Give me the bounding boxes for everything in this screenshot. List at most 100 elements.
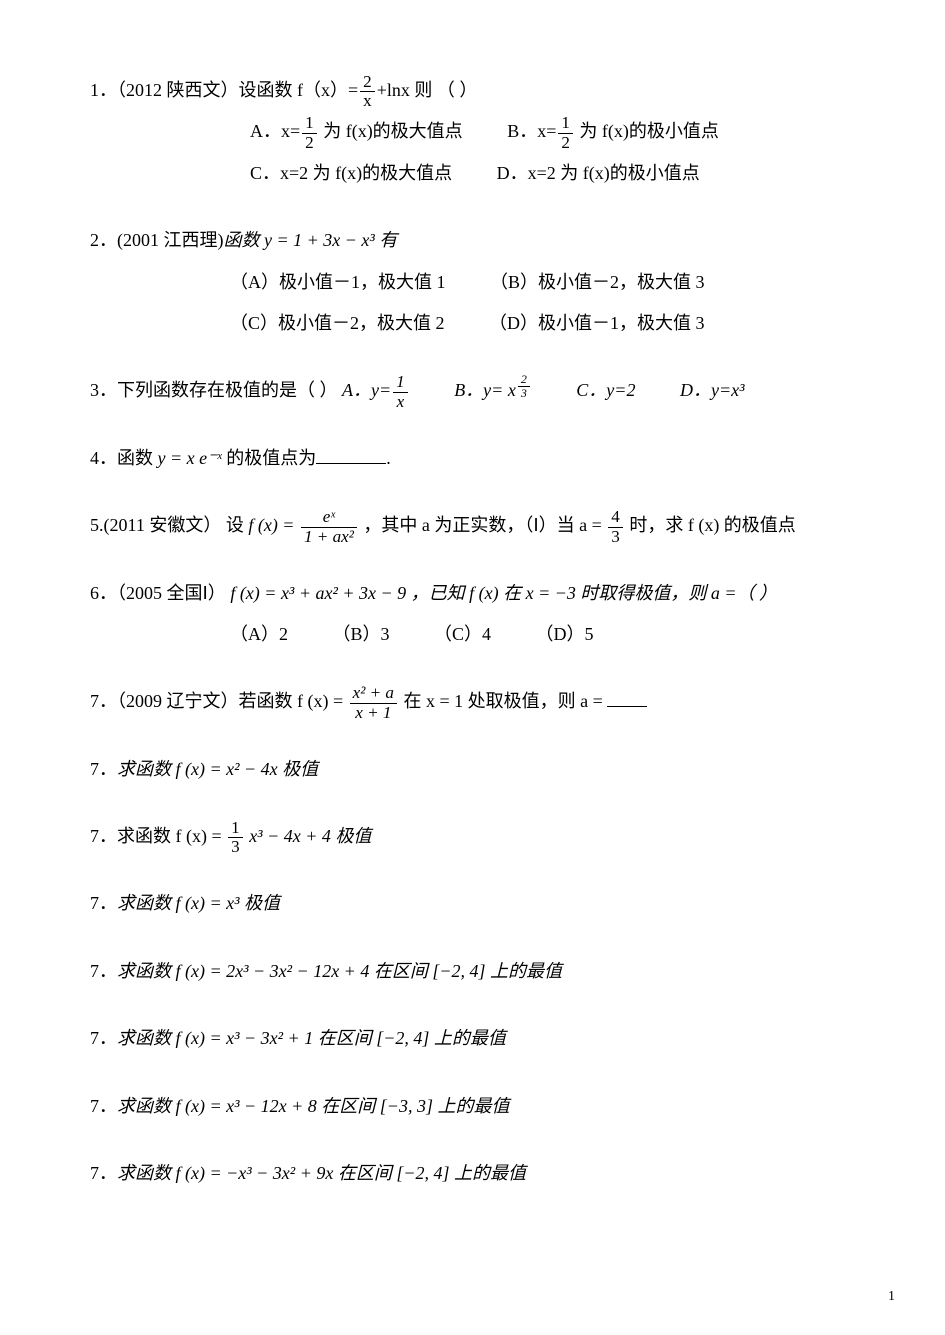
q6-number: 6．: [90, 583, 117, 603]
q2-optA: （A）极小值－1，极大值 1: [230, 262, 446, 303]
q5-frac: eˣ1 + ax²: [301, 508, 357, 547]
question-7a: 7．（2009 辽宁文）若函数 f (x) = x² + ax + 1 在 x …: [90, 681, 855, 722]
q7c-frac-den: 3: [228, 838, 243, 857]
q5-source: (2011 安徽文）: [104, 515, 222, 535]
q6-expr: f (x) = x³ + ax² + 3x − 9 ，已知 f (x) 在 x …: [226, 583, 777, 603]
q2-stem: 2．(2001 江西理)函数 y = 1 + 3x − x³ 有: [90, 220, 855, 261]
q3-optB-sup: 23: [518, 373, 530, 400]
question-7b: 7．求函数 f (x) = x² − 4x 极值: [90, 749, 855, 790]
q7g-stem: 求函数 f (x) = x³ − 12x + 8 在区间 [−3, 3] 上的最…: [117, 1096, 509, 1116]
q7c-stem-a: 求函数 f (x) =: [117, 826, 226, 846]
q4-tail: .: [386, 448, 391, 468]
q1-optA-b: 为 f(x)的极大值点: [319, 121, 463, 141]
question-4: 4．函数 y = x e⁻ˣ 的极值点为.: [90, 438, 855, 479]
q6-opts: （A）2 （B）3 （C）4 （D）5: [90, 614, 855, 655]
q7a-stem-b: 在 x = 1 处取极值，则 a =: [399, 691, 607, 711]
q7h-number: 7．: [90, 1163, 117, 1183]
q2-source: (2001 江西理): [117, 230, 224, 250]
q7g-number: 7．: [90, 1096, 117, 1116]
q1-stem: 1．（2012 陕西文）设函数 f（x）=2x+lnx 则 （ ）: [90, 70, 855, 111]
q2-number: 2．: [90, 230, 117, 250]
q7a-blank: [607, 688, 647, 707]
q2-expr: 函数 y = 1 + 3x − x³ 有: [224, 230, 398, 250]
q5-stem-a: 设: [221, 515, 248, 535]
q2-optB: （B）极小值－2，极大值 3: [490, 262, 705, 303]
q3-optB-sup-num: 2: [518, 373, 530, 387]
q7f-stem: 求函数 f (x) = x³ − 3x² + 1 在区间 [−2, 4] 上的最…: [117, 1028, 506, 1048]
q3-optA-num: 1: [393, 373, 408, 393]
q4-stem-b: 的极值点为: [222, 448, 317, 468]
q7c-number: 7．: [90, 826, 117, 846]
q5-stem-b: ，其中 a 为正实数，（Ⅰ）当 a =: [359, 515, 606, 535]
q5-frac-den: 1 + ax²: [301, 528, 357, 547]
q7c-stem-b: x³ − 4x + 4 极值: [245, 826, 372, 846]
q7a-frac-den: x + 1: [350, 704, 397, 723]
q3-optC: C．y=2: [576, 370, 635, 411]
q4-stem-a: 函数: [117, 448, 158, 468]
q1-optA-a: A．x=: [250, 121, 300, 141]
q3-optB-a: B．y= x: [454, 380, 516, 400]
q3-optA-a: A．y=: [342, 380, 391, 400]
q3-optD: D．y=x³: [680, 370, 745, 411]
question-7d: 7．求函数 f (x) = x³ 极值: [90, 883, 855, 924]
q5-a-den: 3: [608, 528, 623, 547]
q1-optA-den: 2: [302, 134, 317, 153]
q1-frac: 2x: [360, 73, 375, 112]
q1-optA: A．x=12 为 f(x)的极大值点: [250, 111, 463, 152]
q3-optA: A．y=1x: [342, 370, 410, 411]
question-7f: 7．求函数 f (x) = x³ − 3x² + 1 在区间 [−2, 4] 上…: [90, 1018, 855, 1059]
q6-optC: （C）4: [434, 614, 491, 655]
q3-number: 3．: [90, 380, 117, 400]
q7h-stem: 求函数 f (x) = −x³ − 3x² + 9x 在区间 [−2, 4] 上…: [117, 1163, 526, 1183]
q4-blank: [316, 445, 386, 464]
q1-optB-a: B．x=: [507, 121, 556, 141]
page-number: 1: [888, 1289, 895, 1305]
q4-number: 4．: [90, 448, 117, 468]
q5-a-num: 4: [608, 508, 623, 528]
q2-optD: （D）极小值－1，极大值 3: [489, 303, 705, 344]
q3-optB-sup-den: 3: [518, 387, 530, 400]
q1-optB-b: 为 f(x)的极小值点: [575, 121, 719, 141]
q7f-number: 7．: [90, 1028, 117, 1048]
q7d-number: 7．: [90, 893, 117, 913]
q2-opts-line1: （A）极小值－1，极大值 1 （B）极小值－2，极大值 3: [90, 262, 855, 303]
q6-source: （2005 全国Ⅰ）: [117, 583, 226, 603]
q1-optC: C．x=2 为 f(x)的极大值点: [250, 153, 452, 194]
q7d-stem: 求函数 f (x) = x³ 极值: [117, 893, 280, 913]
q6-stem: 6．（2005 全国Ⅰ） f (x) = x³ + ax² + 3x − 9 ，…: [90, 573, 855, 614]
q1-optA-num: 1: [302, 114, 317, 134]
q4-expr: y = x e⁻ˣ: [158, 448, 222, 468]
question-7c: 7．求函数 f (x) = 13 x³ − 4x + 4 极值: [90, 816, 855, 857]
q1-stem-b: +lnx 则 （ ）: [377, 80, 478, 100]
question-7h: 7．求函数 f (x) = −x³ − 3x² + 9x 在区间 [−2, 4]…: [90, 1153, 855, 1194]
q2-opts-line2: （C）极小值－2，极大值 2 （D）极小值－1，极大值 3: [90, 303, 855, 344]
q7a-frac-num: x² + a: [350, 684, 397, 704]
q1-number: 1．: [90, 80, 117, 100]
q1-source: （2012 陕西文）: [117, 80, 239, 100]
question-1: 1．（2012 陕西文）设函数 f（x）=2x+lnx 则 （ ） A．x=12…: [90, 70, 855, 194]
q3-optA-den: x: [393, 393, 408, 412]
q7c-frac-num: 1: [228, 819, 243, 839]
q1-optB-num: 1: [558, 114, 573, 134]
q5-number: 5.: [90, 515, 104, 535]
q7c-frac: 13: [228, 819, 243, 858]
q3-optB: B．y= x23: [454, 370, 532, 411]
question-6: 6．（2005 全国Ⅰ） f (x) = x³ + ax² + 3x − 9 ，…: [90, 573, 855, 656]
q7b-stem: 求函数 f (x) = x² − 4x 极值: [117, 759, 318, 779]
q1-stem-a: 设函数 f（x）=: [239, 80, 359, 100]
q1-optB-den: 2: [558, 134, 573, 153]
q5-a-frac: 43: [608, 508, 623, 547]
q7e-number: 7．: [90, 961, 117, 981]
q1-frac-num: 2: [360, 73, 375, 93]
q7a-number: 7．: [90, 691, 117, 711]
question-7g: 7．求函数 f (x) = x³ − 12x + 8 在区间 [−3, 3] 上…: [90, 1086, 855, 1127]
q1-opts-line1: A．x=12 为 f(x)的极大值点 B．x=12 为 f(x)的极小值点: [90, 111, 855, 152]
question-3: 3．下列函数存在极值的是（ ） A．y=1x B．y= x23 C．y=2 D．…: [90, 370, 855, 411]
q5-frac-num: eˣ: [301, 508, 357, 528]
q6-optD: （D）5: [536, 614, 594, 655]
question-7e: 7．求函数 f (x) = 2x³ − 3x² − 12x + 4 在区间 [−…: [90, 951, 855, 992]
q1-optB: B．x=12 为 f(x)的极小值点: [507, 111, 719, 152]
q7a-source: （2009 辽宁文）: [117, 691, 239, 711]
q3-stem: 下列函数存在极值的是（ ）: [117, 380, 338, 400]
q3-optA-frac: 1x: [393, 373, 408, 412]
